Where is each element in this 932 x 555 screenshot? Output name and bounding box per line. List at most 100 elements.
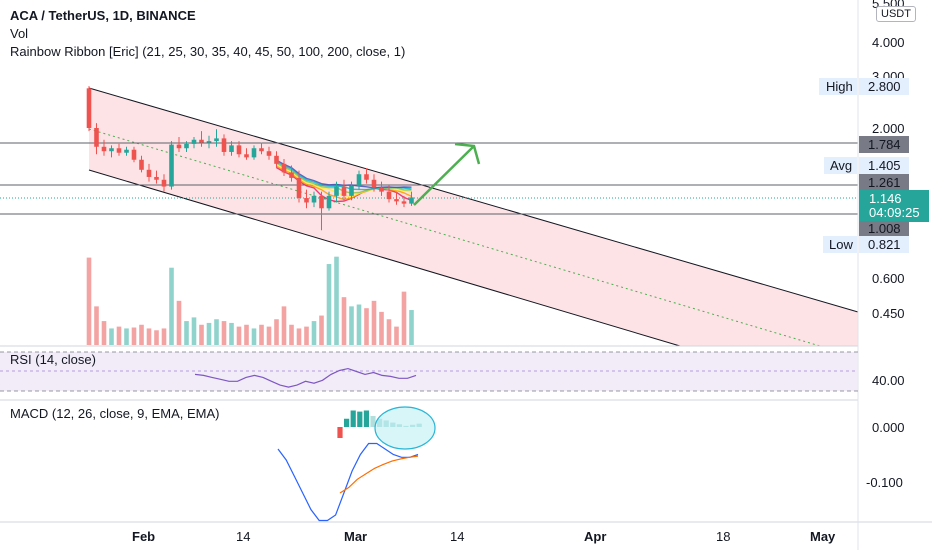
volume-bar <box>296 328 302 345</box>
channel-lower-line[interactable] <box>88 169 681 347</box>
candle-body <box>259 148 264 152</box>
time-tick-14-mar: 14 <box>450 529 464 544</box>
channel-mid-line <box>88 128 821 347</box>
time-tick-may: May <box>810 529 836 544</box>
candle <box>266 146 272 160</box>
candle-body <box>131 149 137 160</box>
level-label-1008: 1.008 <box>859 221 909 236</box>
candle-body <box>281 163 287 173</box>
candle-body <box>319 195 324 209</box>
volume-bar <box>274 319 279 345</box>
candle-body <box>199 139 204 143</box>
volume-bar <box>221 321 227 345</box>
volume-bar <box>161 328 167 345</box>
candle <box>169 141 174 190</box>
candle-body <box>341 186 347 196</box>
volume-bars <box>86 256 414 345</box>
svg-text:2.800: 2.800 <box>868 79 901 94</box>
macd-histogram-bar <box>344 418 350 427</box>
green-arrow-annotation[interactable] <box>413 142 481 206</box>
svg-text:04:09:25: 04:09:25 <box>869 205 920 220</box>
volume-bar <box>266 326 272 345</box>
candle-body <box>371 179 377 188</box>
candle <box>409 191 414 206</box>
volume-bar <box>394 326 399 345</box>
candle <box>326 191 332 211</box>
candle-body <box>229 145 234 152</box>
volume-bar <box>199 324 204 345</box>
svg-text:High: High <box>826 79 853 94</box>
time-axis[interactable]: Feb 14 Mar 14 Apr 18 May <box>132 529 836 544</box>
candle <box>289 165 294 182</box>
candle-body <box>191 139 197 144</box>
candle-body <box>394 199 399 202</box>
volume-bar <box>244 324 249 345</box>
ribbon-legend[interactable]: Rainbow Ribbon [Eric] (21, 25, 30, 35, 4… <box>10 44 406 59</box>
volume-bar <box>176 300 182 345</box>
avg-label: Avg 1.405 <box>824 157 909 174</box>
candle <box>214 129 219 147</box>
rsi-legend[interactable]: RSI (14, close) <box>10 352 96 367</box>
candle <box>349 181 354 201</box>
volume-bar <box>349 306 354 345</box>
candle <box>371 174 377 192</box>
candle <box>161 174 167 192</box>
candle-body <box>109 148 114 152</box>
level-label-1784: 1.784 <box>859 136 909 153</box>
volume-bar <box>124 328 129 345</box>
rsi-tick-40: 40.00 <box>872 373 905 388</box>
candle-body <box>274 155 279 164</box>
candle-body <box>139 159 144 170</box>
candle-body <box>296 177 302 199</box>
candle-body <box>304 198 309 203</box>
volume-legend[interactable]: Vol <box>10 26 29 41</box>
channel-upper-line[interactable] <box>88 87 859 313</box>
candle-body <box>364 174 369 180</box>
currency-button[interactable]: USDT <box>876 6 916 22</box>
time-tick-mar: Mar <box>344 529 367 544</box>
candle <box>94 123 99 155</box>
volume-bar <box>326 264 332 345</box>
svg-text:0.821: 0.821 <box>868 237 901 252</box>
candle-body <box>154 176 159 180</box>
last-price-label[interactable]: 1.146 04:09:25 <box>859 190 929 222</box>
svg-text:1.146: 1.146 <box>869 191 902 206</box>
candle-body <box>184 143 189 149</box>
volume-bar <box>251 328 257 345</box>
symbol-title[interactable]: ACA / TetherUS, 1D, BINANCE <box>10 8 196 23</box>
price-tick-4000: 4.000 <box>872 35 905 50</box>
time-tick-apr: Apr <box>584 529 606 544</box>
candle-body <box>124 149 129 153</box>
price-axis[interactable]: 5.500 4.000 3.000 2.000 0.600 0.450 <box>872 0 905 321</box>
candle-body <box>379 187 384 192</box>
volume-bar <box>401 291 407 345</box>
volume-bar <box>191 317 197 345</box>
candlesticks <box>86 86 414 231</box>
macd-histogram-bar <box>357 411 363 427</box>
candle <box>184 141 189 152</box>
macd-legend[interactable]: MACD (12, 26, close, 9, EMA, EMA) <box>10 406 220 421</box>
volume-bar <box>371 300 377 345</box>
candle <box>251 145 257 160</box>
histogram-circle-annotation[interactable] <box>374 406 436 450</box>
candle <box>394 191 399 205</box>
candle <box>319 191 324 231</box>
candle-body <box>94 128 99 147</box>
candle-body <box>409 197 414 204</box>
candle <box>124 146 129 156</box>
volume-bar <box>94 306 99 345</box>
candle-body <box>349 185 354 196</box>
candle <box>154 170 159 184</box>
candle <box>131 146 137 163</box>
candle-body <box>161 179 167 187</box>
candle-body <box>356 174 362 186</box>
descending-channel-fill <box>89 88 858 346</box>
candle <box>274 151 279 169</box>
svg-text:1.405: 1.405 <box>868 158 901 173</box>
volume-bar <box>131 327 137 345</box>
price-tick-0600: 0.600 <box>872 271 905 286</box>
volume-bar <box>281 306 287 345</box>
candle <box>244 148 249 160</box>
candle-body <box>169 144 174 187</box>
